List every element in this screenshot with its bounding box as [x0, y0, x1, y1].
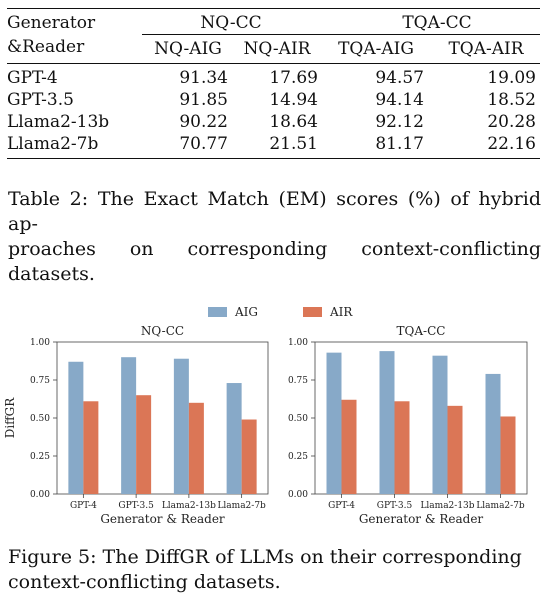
y-tick-label: 0.50 [30, 414, 50, 424]
bar-nq-cc-air-llama2-13b [188, 402, 204, 494]
header-group-tqa: TQA-CC [320, 8, 540, 35]
cell-value: 20.28 [487, 112, 536, 132]
cell-value: 18.64 [269, 112, 318, 132]
results-table-container: Generator NQ-CC TQA-CC &Reader NQ-AIG NQ… [7, 8, 540, 159]
cell-value: 81.17 [375, 134, 424, 154]
bar-nq-cc-aig-llama2-7b [226, 383, 242, 494]
row-name: Llama2-7b [7, 134, 99, 154]
panel-title-tqa-cc: TQA-CC [397, 324, 446, 338]
table-row: Llama2-7b 70.77 21.51 81.17 22.16 [7, 133, 540, 159]
x-tick-label: GPT-3.5 [118, 501, 154, 511]
cell-value: 22.16 [487, 134, 536, 154]
cell-value: 94.57 [375, 68, 424, 88]
header-nq-aig: NQ-AIG [154, 39, 222, 59]
table-group-header-row: Generator NQ-CC TQA-CC [7, 8, 540, 35]
cell-value: 90.22 [179, 112, 228, 132]
figure-caption-line: context-conflicting datasets. [8, 571, 281, 593]
diffgr-bar-chart: AIG AIR DiffGR NQ-CC 0.00 0.25 0.50 0.75 1.00 GPT… [3, 305, 528, 526]
cell-value: 92.12 [375, 112, 424, 132]
header-generator: Generator [7, 13, 96, 34]
y-tick-label: 0.75 [30, 376, 50, 386]
legend-label-air: AIR [329, 305, 353, 319]
bar-nq-cc-air-gpt-4 [83, 401, 99, 494]
bar-tqa-cc-air-gpt-3.5 [394, 401, 410, 494]
bar-tqa-cc-air-llama2-7b [500, 416, 516, 494]
bar-tqa-cc-aig-llama2-13b [432, 355, 448, 494]
y-axis-label: DiffGR [3, 397, 17, 439]
bar-tqa-cc-air-llama2-13b [447, 405, 463, 494]
cell-value: 18.52 [487, 90, 536, 110]
cell-value: 21.51 [269, 134, 318, 154]
cell-value: 91.34 [179, 68, 228, 88]
x-tick-label: GPT-3.5 [377, 501, 413, 511]
diffgr-figure: AIG AIR DiffGR NQ-CC 0.00 0.25 0.50 0.75 1.00 GPT… [0, 296, 547, 536]
y-tick-label: 0.00 [288, 490, 308, 500]
bar-nq-cc-aig-llama2-13b [173, 358, 189, 494]
bar-nq-cc-aig-gpt-4 [68, 361, 84, 494]
bar-tqa-cc-aig-gpt-3.5 [379, 351, 395, 494]
header-tqa-aig: TQA-AIG [338, 39, 414, 59]
table-row: GPT-4 91.34 17.69 94.57 19.09 [7, 64, 540, 90]
table-row: Llama2-13b 90.22 18.64 92.12 20.28 [7, 111, 540, 133]
bar-nq-cc-aig-gpt-3.5 [121, 357, 137, 494]
header-reader: &Reader [7, 37, 85, 58]
bar-nq-cc-air-llama2-7b [241, 419, 257, 494]
bar-tqa-cc-air-gpt-4 [341, 399, 357, 494]
x-tick-label: Llama2-7b [217, 501, 266, 511]
table-caption: Table 2: The Exact Match (EM) scores (%)… [8, 187, 541, 287]
x-tick-label: Llama2-13b [420, 501, 474, 511]
bar-tqa-cc-aig-gpt-4 [326, 352, 342, 494]
y-tick-label: 1.00 [30, 338, 50, 348]
x-axis-label-nq-cc: Generator & Reader [100, 512, 225, 526]
header-tqa-air: TQA-AIR [448, 39, 524, 59]
cell-value: 94.14 [375, 90, 424, 110]
x-tick-label: Llama2-7b [476, 501, 525, 511]
figure-caption-line: Figure 5: The DiffGR of LLMs on their co… [8, 546, 522, 568]
bar-nq-cc-air-gpt-3.5 [136, 395, 152, 494]
cell-value: 70.77 [179, 134, 228, 154]
row-name: Llama2-13b [7, 112, 110, 132]
legend-label-aig: AIG [234, 305, 258, 319]
legend-swatch-aig [208, 307, 227, 317]
legend-swatch-air [303, 307, 322, 317]
cell-value: 91.85 [179, 90, 228, 110]
header-nq-air: NQ-AIR [243, 39, 311, 59]
figure-caption: Figure 5: The DiffGR of LLMs on their co… [8, 545, 541, 595]
table-row: GPT-3.5 91.85 14.94 94.14 18.52 [7, 89, 540, 111]
y-tick-label: 0.25 [288, 452, 308, 462]
y-tick-label: 1.00 [288, 338, 308, 348]
x-tick-label: GPT-4 [328, 501, 355, 511]
cell-value: 17.69 [269, 68, 318, 88]
x-axis-label-tqa-cc: Generator & Reader [359, 512, 484, 526]
row-name: GPT-4 [7, 68, 58, 88]
y-tick-label: 0.75 [288, 376, 308, 386]
cell-value: 19.09 [487, 68, 536, 88]
y-tick-label: 0.50 [288, 414, 308, 424]
table-caption-line: Table 2: The Exact Match (EM) scores (%)… [8, 188, 541, 235]
table-sub-header-row: &Reader NQ-AIG NQ-AIR TQA-AIG TQA-AIR [7, 35, 540, 64]
bar-tqa-cc-aig-llama2-7b [485, 373, 501, 494]
row-name: GPT-3.5 [7, 90, 74, 110]
header-group-nq: NQ-CC [142, 8, 320, 35]
table-caption-line: proaches on corresponding context-confli… [8, 238, 541, 285]
panel-title-nq-cc: NQ-CC [141, 324, 184, 338]
x-tick-label: Llama2-13b [162, 501, 216, 511]
y-tick-label: 0.00 [30, 490, 50, 500]
x-tick-label: GPT-4 [70, 501, 97, 511]
y-tick-label: 0.25 [30, 452, 50, 462]
results-table: Generator NQ-CC TQA-CC &Reader NQ-AIG NQ… [7, 8, 540, 159]
cell-value: 14.94 [269, 90, 318, 110]
